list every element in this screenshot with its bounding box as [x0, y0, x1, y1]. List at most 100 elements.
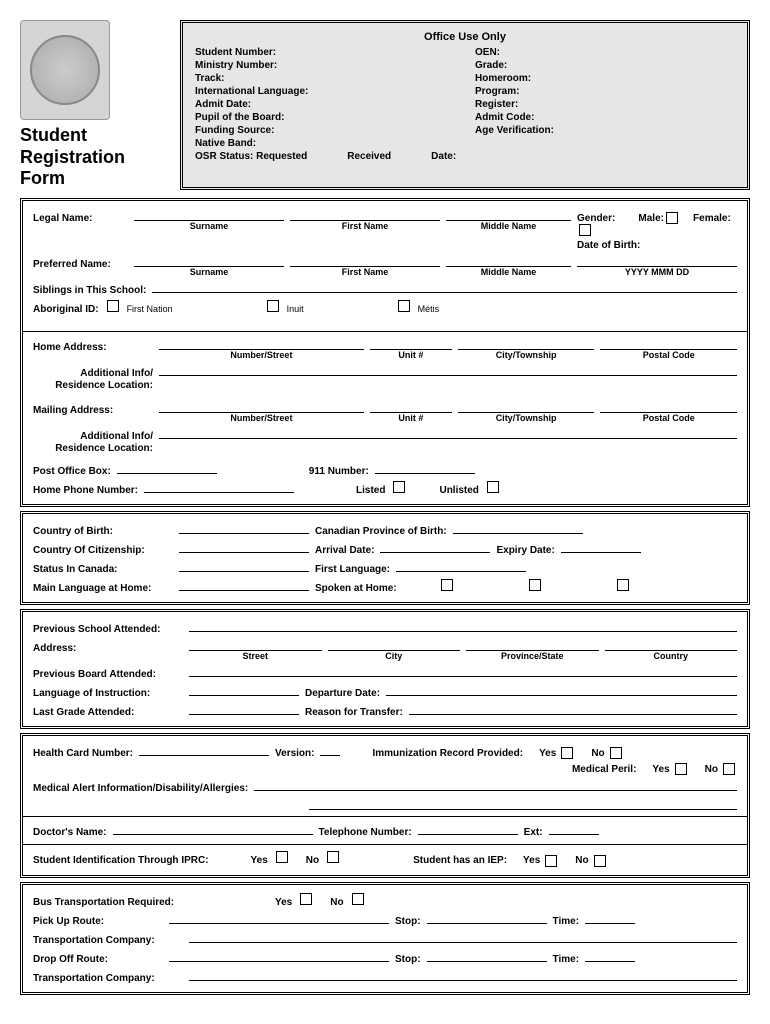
office-right-5: Admit Code: [475, 111, 735, 124]
drop-route-input[interactable] [169, 950, 389, 962]
prev-board-input[interactable] [189, 665, 737, 677]
preferred-name-label: Preferred Name: [33, 259, 128, 270]
office-right-6: Age Verification: [475, 124, 735, 137]
alert-input[interactable] [254, 779, 737, 791]
mail-addl-input[interactable] [159, 427, 737, 439]
home-city-input[interactable] [458, 338, 595, 350]
spoken-cb1[interactable] [441, 579, 453, 591]
cit-input[interactable] [179, 541, 309, 553]
home-addl-input[interactable] [159, 364, 737, 376]
metis-checkbox[interactable] [398, 300, 410, 312]
prev-street-input[interactable] [189, 639, 322, 651]
male-checkbox[interactable] [666, 212, 678, 224]
prev-city-input[interactable] [328, 639, 461, 651]
home-phone-input[interactable] [144, 481, 294, 493]
iep-no-checkbox[interactable] [594, 855, 606, 867]
iep-yes-checkbox[interactable] [545, 855, 557, 867]
pickup-route-input[interactable] [169, 912, 389, 924]
section-name: Legal Name: Surname First Name Middle Na… [20, 198, 750, 507]
911-input[interactable] [375, 462, 475, 474]
alert-input-2[interactable] [309, 798, 737, 810]
pickup-time-input[interactable] [585, 912, 635, 924]
school-logo [20, 20, 110, 120]
dob-input[interactable] [577, 255, 737, 267]
home-postal-input[interactable] [600, 338, 737, 350]
imm-no-checkbox[interactable] [610, 747, 622, 759]
office-left-3: International Language: [195, 85, 455, 98]
pickup-company-input[interactable] [189, 931, 737, 943]
legal-surname-input[interactable] [134, 209, 284, 221]
office-left-4: Admit Date: [195, 98, 455, 111]
status-input[interactable] [179, 560, 309, 572]
instr-lang-input[interactable] [189, 684, 299, 696]
mlang-input[interactable] [179, 579, 309, 591]
osr-status: OSR Status: Requested [195, 151, 307, 162]
office-left-6: Funding Source: [195, 124, 455, 137]
prov-input[interactable] [453, 522, 583, 534]
office-header: Office Use Only [195, 31, 735, 43]
unlisted-checkbox[interactable] [487, 481, 499, 493]
section-transport: Bus Transportation Required: Yes No Pick… [20, 882, 750, 995]
mail-street-input[interactable] [159, 401, 364, 413]
legal-first-input[interactable] [290, 209, 440, 221]
bus-no-checkbox[interactable] [352, 893, 364, 905]
iprc-no-checkbox[interactable] [327, 851, 339, 863]
flang-input[interactable] [396, 560, 526, 572]
section-health: Health Card Number: Version: Immunizatio… [20, 733, 750, 878]
spoken-cb3[interactable] [617, 579, 629, 591]
hcard-input[interactable] [139, 744, 269, 756]
version-input[interactable] [320, 744, 340, 756]
peril-no-checkbox[interactable] [723, 763, 735, 775]
osr-received: Received [347, 151, 391, 162]
peril-yes-checkbox[interactable] [675, 763, 687, 775]
office-right-1: Grade: [475, 59, 735, 72]
pref-surname-input[interactable] [134, 255, 284, 267]
pref-middle-input[interactable] [446, 255, 571, 267]
mail-city-input[interactable] [458, 401, 595, 413]
legal-name-label: Legal Name: [33, 213, 128, 224]
first-nation-checkbox[interactable] [107, 300, 119, 312]
transfer-reason-input[interactable] [409, 703, 737, 715]
arrival-input[interactable] [380, 541, 490, 553]
listed-checkbox[interactable] [393, 481, 405, 493]
dep-date-input[interactable] [386, 684, 737, 696]
doctor-input[interactable] [113, 823, 313, 835]
pobox-input[interactable] [117, 462, 217, 474]
office-left-0: Student Number: [195, 46, 455, 59]
office-left-1: Ministry Number: [195, 59, 455, 72]
home-unit-input[interactable] [370, 338, 452, 350]
drop-time-input[interactable] [585, 950, 635, 962]
drop-stop-input[interactable] [427, 950, 547, 962]
spoken-cb2[interactable] [529, 579, 541, 591]
home-street-input[interactable] [159, 338, 364, 350]
prev-prov-input[interactable] [466, 639, 599, 651]
pref-first-input[interactable] [290, 255, 440, 267]
form-title: Student Registration Form [20, 125, 165, 190]
bus-yes-checkbox[interactable] [300, 893, 312, 905]
female-checkbox[interactable] [579, 224, 591, 236]
inuit-checkbox[interactable] [267, 300, 279, 312]
prev-school-input[interactable] [189, 620, 737, 632]
prev-country-input[interactable] [605, 639, 738, 651]
legal-middle-input[interactable] [446, 209, 571, 221]
office-use-box: Office Use Only Student Number: Ministry… [180, 20, 750, 190]
mail-unit-input[interactable] [370, 401, 452, 413]
drop-company-input[interactable] [189, 969, 737, 981]
siblings-input[interactable] [152, 281, 737, 293]
doctor-ext-input[interactable] [549, 823, 599, 835]
office-right-3: Program: [475, 85, 735, 98]
office-left-7: Native Band: [195, 137, 455, 150]
pickup-stop-input[interactable] [427, 912, 547, 924]
office-right-0: OEN: [475, 46, 735, 59]
iprc-yes-checkbox[interactable] [276, 851, 288, 863]
expiry-input[interactable] [561, 541, 641, 553]
cob-input[interactable] [179, 522, 309, 534]
mail-postal-input[interactable] [600, 401, 737, 413]
section-previous-school: Previous School Attended: Address: Stree… [20, 609, 750, 729]
office-right-4: Register: [475, 98, 735, 111]
imm-yes-checkbox[interactable] [561, 747, 573, 759]
last-grade-input[interactable] [189, 703, 299, 715]
office-left-2: Track: [195, 72, 455, 85]
doctor-tel-input[interactable] [418, 823, 518, 835]
office-left-5: Pupil of the Board: [195, 111, 455, 124]
